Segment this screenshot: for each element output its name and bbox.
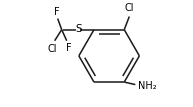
Text: Cl: Cl: [48, 44, 57, 54]
Text: S: S: [76, 24, 82, 34]
Text: Cl: Cl: [124, 2, 134, 13]
Text: F: F: [66, 43, 72, 53]
Text: NH₂: NH₂: [138, 81, 157, 91]
Text: F: F: [54, 7, 59, 17]
